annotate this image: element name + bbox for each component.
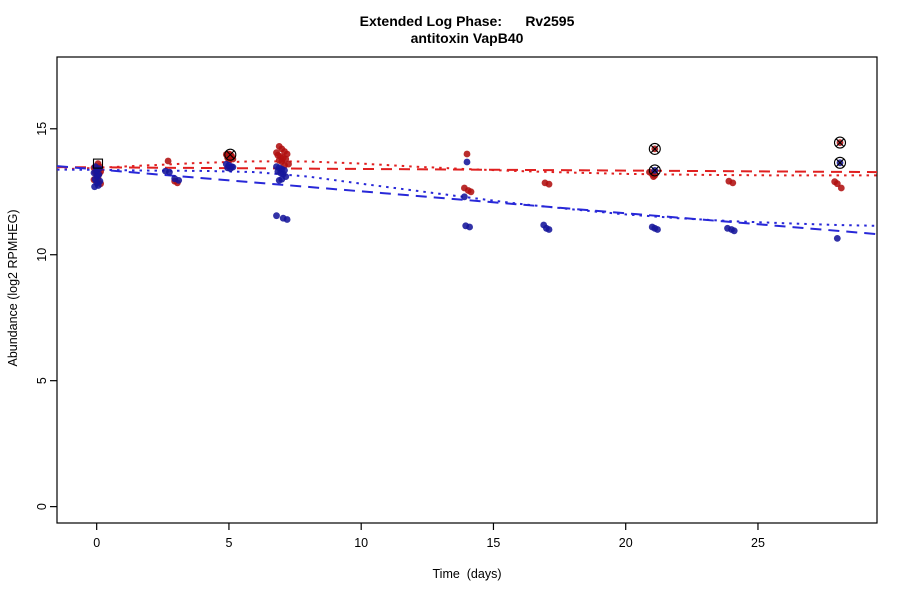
y-tick-label: 0 — [35, 503, 49, 510]
data-point-condition-blue — [466, 223, 473, 231]
flagged-circle-x-marker — [224, 148, 237, 161]
data-point-condition-red — [833, 180, 841, 188]
flagged-circle-x-marker — [833, 156, 847, 169]
x-tick-label: 0 — [93, 536, 100, 550]
plot-title: Extended Log Phase: Rv2595 — [359, 13, 575, 29]
blue-smooth-fit — [56, 168, 878, 227]
data-point-condition-blue — [91, 183, 98, 191]
blue-linear-fit — [56, 165, 878, 236]
data-point-condition-blue — [175, 177, 183, 184]
data-point-condition-red — [164, 157, 172, 165]
data-point-condition-blue — [166, 168, 173, 176]
y-tick-label: 10 — [35, 248, 49, 262]
data-point-condition-blue — [654, 226, 661, 233]
data-point-condition-red — [467, 188, 475, 196]
data-point-condition-blue — [229, 163, 237, 171]
y-tick-label: 5 — [35, 377, 49, 384]
data-point-condition-blue — [283, 216, 291, 223]
flagged-circle-x-marker — [648, 164, 661, 177]
red-smooth-fit — [56, 160, 877, 177]
data-point-condition-blue — [730, 227, 738, 235]
x-tick-label: 15 — [486, 536, 500, 550]
flagged-square-marker — [92, 158, 104, 169]
data-point-condition-blue — [545, 226, 553, 233]
plot-subtitle: antitoxin VapB40 — [410, 30, 524, 46]
plot-box — [56, 56, 878, 524]
data-point-condition-blue — [833, 235, 841, 242]
data-point-condition-blue — [463, 158, 471, 166]
data-point-condition-red — [545, 180, 553, 188]
x-tick-label: 20 — [619, 536, 633, 550]
data-point-condition-red — [463, 150, 471, 158]
y-tick-label: 15 — [35, 122, 49, 136]
data-point-condition-blue — [461, 193, 468, 201]
data-point-condition-blue — [275, 177, 283, 184]
x-tick-label: 10 — [354, 536, 368, 550]
flagged-circle-x-marker — [648, 142, 661, 155]
x-tick-label: 25 — [751, 536, 765, 550]
x-tick-label: 5 — [225, 536, 232, 550]
x-axis-label: Time (days) — [432, 567, 502, 581]
data-point-condition-red — [837, 184, 845, 192]
data-point-condition-red — [729, 179, 737, 187]
data-point-condition-blue — [273, 212, 280, 220]
flagged-circle-x-marker — [833, 136, 847, 149]
red-linear-fit — [56, 166, 878, 174]
